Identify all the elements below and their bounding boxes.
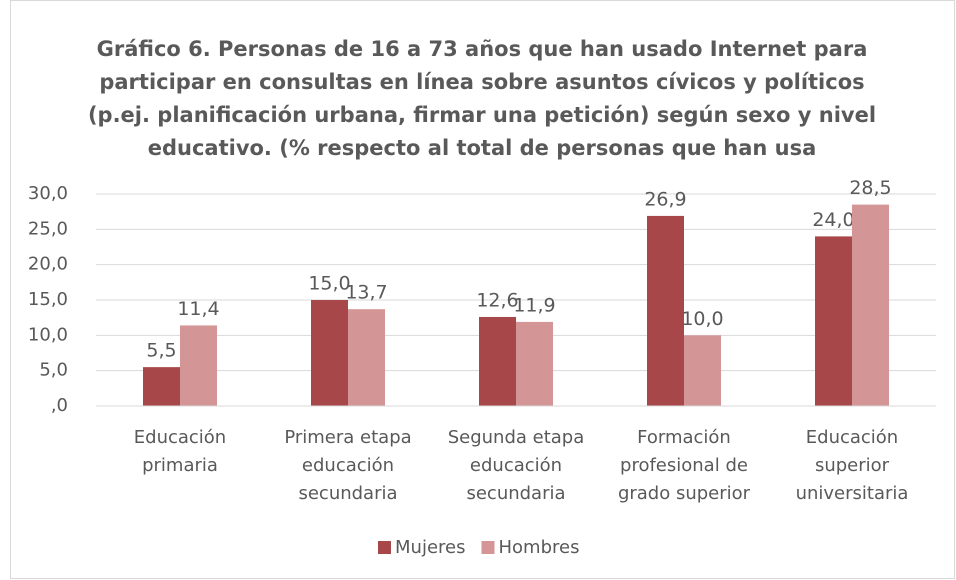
legend-label: Hombres (498, 537, 579, 558)
x-tick-label: educación (302, 455, 394, 476)
bar (815, 236, 852, 406)
value-label: 15,0 (308, 273, 350, 295)
legend-swatch (481, 541, 495, 554)
x-tick-label: Educación (134, 427, 226, 448)
x-tick-label: grado superior (618, 483, 751, 504)
x-tick-label: Segunda etapa (448, 427, 585, 448)
y-tick-label: 20,0 (28, 254, 68, 275)
value-label: 11,9 (513, 294, 555, 316)
value-label: 26,9 (644, 188, 686, 210)
y-tick-label: 5,0 (39, 360, 68, 381)
bar (516, 321, 553, 406)
chart-frame (10, 0, 955, 579)
x-tick-label: secundaria (466, 483, 565, 504)
value-label: 13,7 (345, 282, 387, 304)
x-tick-label: Formación (637, 427, 731, 448)
chart-title: Gráfico 6. Personas de 16 a 73 años que … (97, 37, 868, 61)
value-label: 12,6 (476, 289, 518, 311)
chart-title: educativo. (% respecto al total de perso… (148, 136, 817, 160)
x-tick-label: Educación (806, 427, 898, 448)
bar (479, 316, 516, 406)
x-tick-label: profesional de (620, 455, 748, 476)
bar (684, 335, 721, 406)
bar (311, 300, 348, 406)
value-label: 28,5 (849, 177, 891, 199)
x-tick-label: superior (815, 455, 890, 476)
y-tick-label: 25,0 (28, 218, 68, 239)
y-tick-label: 15,0 (28, 289, 68, 310)
legend-swatch (378, 541, 391, 554)
value-label: 24,0 (812, 209, 854, 231)
y-tick-label: ,0 (51, 395, 68, 416)
x-tick-label: Primera etapa (284, 427, 411, 448)
bar (852, 204, 889, 406)
y-tick-label: 10,0 (28, 324, 68, 345)
value-label: 5,5 (146, 340, 176, 362)
value-label: 10,0 (681, 308, 723, 330)
bar (180, 325, 217, 406)
chart-title: (p.ej. planificación urbana, firmar una … (88, 103, 876, 127)
x-tick-label: secundaria (298, 483, 397, 504)
bar (647, 215, 684, 406)
bar (143, 367, 180, 406)
bar (348, 309, 385, 406)
value-label: 11,4 (177, 298, 219, 320)
y-tick-label: 30,0 (28, 183, 68, 204)
x-tick-label: educación (470, 455, 562, 476)
x-tick-label: universitaria (796, 483, 909, 504)
x-tick-label: primaria (142, 455, 218, 476)
legend-label: Mujeres (395, 537, 465, 558)
chart-title: participar en consultas en línea sobre a… (99, 70, 864, 94)
